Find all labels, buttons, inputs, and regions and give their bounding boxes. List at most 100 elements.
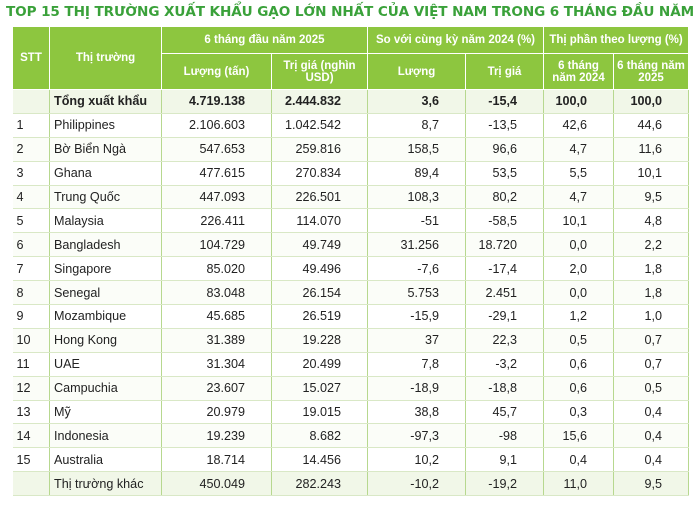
- cell-yoy-volume: -10,2: [367, 471, 466, 497]
- cell-share-2024: 11,0: [543, 471, 615, 497]
- cell-share-2025: 0,5: [613, 376, 690, 401]
- cell-value: 20.499: [271, 352, 368, 377]
- cell-yoy-volume: 38,8: [367, 400, 466, 425]
- header-share-2024: 6 tháng năm 2024: [543, 53, 615, 90]
- cell-yoy-value: -13,5: [465, 113, 545, 138]
- header-group-yoy: So với cùng kỳ năm 2024 (%): [366, 26, 545, 54]
- cell-yoy-value: 96,6: [465, 137, 545, 162]
- cell-market: Campuchia: [49, 376, 162, 401]
- cell-volume: 547.653: [161, 137, 272, 162]
- cell-stt: 9: [12, 304, 50, 329]
- cell-market: Singapore: [49, 256, 162, 282]
- cell-yoy-volume: -51: [367, 208, 466, 234]
- cell-stt: [12, 471, 50, 497]
- cell-market: Ghana: [49, 161, 162, 186]
- cell-value: 270.834: [271, 161, 368, 186]
- cell-share-2025: 0,4: [613, 400, 690, 425]
- cell-value: 49.749: [271, 232, 368, 258]
- cell-value: 1.042.542: [271, 113, 368, 138]
- cell-value: 49.496: [271, 256, 368, 282]
- table-row: 13 Mỹ 20.979 19.015 38,8 45,7 0,3 0,4: [12, 400, 690, 425]
- cell-market: Tổng xuất khẩu: [49, 89, 162, 114]
- table-row: 1 Philippines 2.106.603 1.042.542 8,7 -13,5 42…: [12, 113, 690, 138]
- cell-stt: 14: [12, 423, 50, 449]
- cell-yoy-value: 9,1: [465, 447, 545, 473]
- cell-volume: 226.411: [161, 208, 272, 234]
- header-value: Trị giá (nghìn USD): [271, 53, 368, 90]
- cell-share-2024: 0,3: [543, 400, 615, 425]
- cell-yoy-volume: 10,2: [367, 447, 466, 473]
- cell-market: Philippines: [49, 113, 162, 138]
- cell-share-2024: 10,1: [543, 208, 615, 234]
- cell-yoy-volume: 158,5: [367, 137, 466, 162]
- cell-volume: 31.389: [161, 328, 272, 353]
- cell-volume: 477.615: [161, 161, 272, 186]
- cell-volume: 23.607: [161, 376, 272, 401]
- cell-share-2024: 1,2: [543, 304, 615, 329]
- header-volume: Lượng (tấn): [161, 53, 272, 90]
- cell-yoy-volume: 108,3: [367, 185, 466, 210]
- cell-share-2024: 0,6: [543, 352, 615, 377]
- cell-stt: 7: [12, 256, 50, 282]
- cell-share-2025: 0,7: [613, 352, 690, 377]
- table-row: 10 Hong Kong 31.389 19.228 37 22,3 0,5 0,7: [12, 328, 690, 353]
- cell-market: Bờ Biển Ngà: [49, 137, 162, 162]
- cell-stt: [12, 89, 50, 114]
- table-row-total: Tổng xuất khẩu 4.719.138 2.444.832 3,6 -…: [12, 89, 690, 114]
- cell-volume: 19.239: [161, 423, 272, 449]
- cell-share-2025: 100,0: [613, 89, 690, 114]
- cell-volume: 83.048: [161, 280, 272, 306]
- cell-stt: 4: [12, 185, 50, 210]
- table-row: 8 Senegal 83.048 26.154 5.753 2.451 0,0 1,8: [12, 280, 690, 306]
- table-row: 12 Campuchia 23.607 15.027 -18,9 -18,8 0,6 0,5: [12, 376, 690, 401]
- table-row: 6 Bangladesh 104.729 49.749 31.256 18.720 0,0 2…: [12, 232, 690, 258]
- cell-yoy-value: -15,4: [465, 89, 545, 114]
- page-title: TOP 15 THỊ TRƯỜNG XUẤT KHẨU GẠO LỚN NHẤT…: [5, 4, 695, 44]
- table-row: 15 Australia 18.714 14.456 10,2 9,1 0,4 0,4: [12, 447, 690, 473]
- cell-share-2025: 0,7: [613, 328, 690, 353]
- cell-stt: 6: [12, 232, 50, 258]
- table-row: 14 Indonesia 19.239 8.682 -97,3 -98 15,6 0,4: [12, 423, 690, 449]
- cell-yoy-volume: -15,9: [367, 304, 466, 329]
- cell-value: 2.444.832: [271, 89, 368, 114]
- cell-stt: 2: [12, 137, 50, 162]
- cell-value: 282.243: [271, 471, 368, 497]
- table-row: 7 Singapore 85.020 49.496 -7,6 -17,4 2,0 1,8: [12, 256, 690, 282]
- cell-yoy-value: 22,3: [465, 328, 545, 353]
- rice-export-table: STT Thị trường 6 tháng đầu năm 2025 So v…: [12, 26, 690, 497]
- cell-market: Bangladesh: [49, 232, 162, 258]
- table-row-other: Thị trường khác 450.049 282.243 -10,2 -19,2 1…: [12, 471, 690, 497]
- cell-value: 19.228: [271, 328, 368, 353]
- cell-yoy-value: -58,5: [465, 208, 545, 234]
- cell-volume: 450.049: [161, 471, 272, 497]
- cell-volume: 18.714: [161, 447, 272, 473]
- header-stt: STT: [12, 26, 50, 90]
- cell-share-2025: 4,8: [613, 208, 690, 234]
- cell-yoy-value: -17,4: [465, 256, 545, 282]
- cell-market: Indonesia: [49, 423, 162, 449]
- cell-share-2024: 100,0: [543, 89, 615, 114]
- cell-share-2025: 0,4: [613, 447, 690, 473]
- cell-yoy-value: 18.720: [465, 232, 545, 258]
- header-group-share: Thị phần theo lượng (%): [543, 26, 690, 54]
- table-row: 3 Ghana 477.615 270.834 89,4 53,5 5,5 10,1: [12, 161, 690, 186]
- cell-share-2025: 1,8: [613, 280, 690, 306]
- cell-yoy-volume: -7,6: [367, 256, 466, 282]
- cell-yoy-volume: -18,9: [367, 376, 466, 401]
- cell-stt: 5: [12, 208, 50, 234]
- header-yoy-volume: Lượng: [367, 53, 466, 90]
- cell-value: 14.456: [271, 447, 368, 473]
- cell-yoy-value: 45,7: [465, 400, 545, 425]
- cell-market: Malaysia: [49, 208, 162, 234]
- cell-volume: 31.304: [161, 352, 272, 377]
- cell-share-2024: 2,0: [543, 256, 615, 282]
- table-row: 5 Malaysia 226.411 114.070 -51 -58,5 10,1 4,8: [12, 208, 690, 234]
- cell-value: 19.015: [271, 400, 368, 425]
- cell-value: 15.027: [271, 376, 368, 401]
- cell-stt: 3: [12, 161, 50, 186]
- cell-yoy-volume: 8,7: [367, 113, 466, 138]
- cell-stt: 8: [12, 280, 50, 306]
- cell-share-2024: 0,0: [543, 232, 615, 258]
- cell-volume: 104.729: [161, 232, 272, 258]
- cell-share-2024: 0,6: [543, 376, 615, 401]
